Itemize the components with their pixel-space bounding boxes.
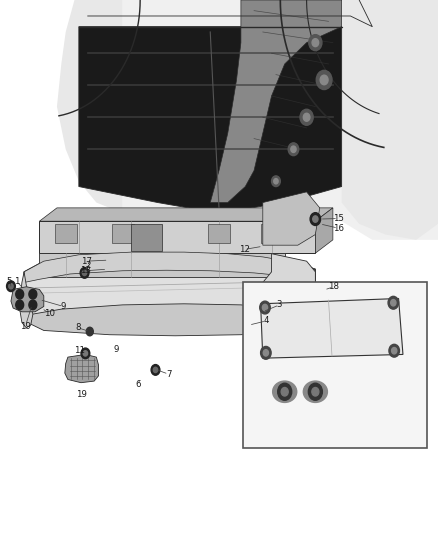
Polygon shape [39, 221, 315, 253]
Bar [261, 224, 283, 243]
Polygon shape [263, 192, 320, 245]
Circle shape [288, 143, 299, 156]
Text: 2: 2 [86, 261, 91, 270]
Circle shape [16, 300, 24, 310]
Circle shape [7, 281, 15, 292]
Circle shape [16, 289, 24, 299]
Circle shape [262, 304, 268, 311]
Text: 19: 19 [76, 390, 86, 399]
Circle shape [29, 300, 37, 310]
Polygon shape [315, 208, 333, 253]
Polygon shape [123, 0, 438, 240]
Circle shape [260, 301, 270, 314]
Text: 8: 8 [75, 324, 81, 332]
Text: 5: 5 [7, 277, 12, 286]
Polygon shape [79, 27, 342, 213]
Circle shape [388, 296, 399, 309]
Polygon shape [57, 0, 123, 213]
Polygon shape [39, 253, 285, 277]
Circle shape [83, 351, 88, 356]
Bar [208, 224, 230, 243]
Text: 3: 3 [277, 301, 282, 309]
Circle shape [80, 268, 89, 278]
Text: 1: 1 [14, 277, 19, 286]
Text: 19: 19 [20, 322, 31, 330]
Circle shape [320, 75, 328, 85]
Polygon shape [342, 0, 438, 240]
Text: 9: 9 [61, 302, 66, 311]
Circle shape [316, 70, 332, 90]
Circle shape [278, 383, 292, 400]
Ellipse shape [303, 381, 328, 402]
Circle shape [261, 346, 271, 359]
Polygon shape [31, 304, 315, 336]
Circle shape [291, 146, 296, 152]
Polygon shape [24, 252, 315, 329]
Bar [112, 224, 134, 243]
Polygon shape [20, 272, 33, 328]
Circle shape [313, 216, 318, 222]
Text: 10: 10 [43, 309, 55, 318]
Circle shape [81, 348, 90, 359]
Text: 9: 9 [113, 345, 119, 353]
Circle shape [151, 365, 160, 375]
Bar [55, 224, 77, 243]
Circle shape [389, 344, 399, 357]
Text: 4: 4 [264, 317, 269, 325]
Polygon shape [39, 208, 333, 221]
Circle shape [82, 270, 87, 276]
Polygon shape [65, 354, 99, 383]
Circle shape [308, 383, 322, 400]
Circle shape [29, 289, 37, 299]
Text: 13: 13 [80, 266, 91, 275]
Text: 12: 12 [239, 245, 250, 254]
Circle shape [312, 39, 319, 47]
Polygon shape [250, 254, 315, 314]
Text: 17: 17 [81, 257, 92, 265]
Circle shape [274, 179, 278, 184]
Text: 7: 7 [166, 370, 171, 378]
Circle shape [263, 350, 268, 356]
Text: 11: 11 [74, 346, 85, 354]
Circle shape [310, 213, 321, 225]
Circle shape [153, 367, 158, 373]
Circle shape [9, 284, 13, 289]
Bar [131, 224, 162, 251]
Text: 16: 16 [332, 224, 344, 232]
Text: 15: 15 [332, 214, 344, 223]
Circle shape [281, 387, 288, 396]
Polygon shape [24, 252, 315, 282]
Circle shape [309, 35, 322, 51]
Circle shape [391, 300, 396, 306]
Circle shape [300, 109, 313, 125]
Circle shape [272, 176, 280, 187]
Text: 6: 6 [135, 381, 141, 389]
Circle shape [303, 114, 310, 122]
Circle shape [86, 327, 93, 336]
Bar [243, 282, 427, 448]
Polygon shape [210, 0, 342, 203]
Ellipse shape [272, 381, 297, 402]
Text: 18: 18 [328, 282, 339, 291]
Polygon shape [261, 298, 403, 358]
Polygon shape [11, 287, 44, 312]
Circle shape [392, 348, 397, 354]
Circle shape [312, 387, 319, 396]
